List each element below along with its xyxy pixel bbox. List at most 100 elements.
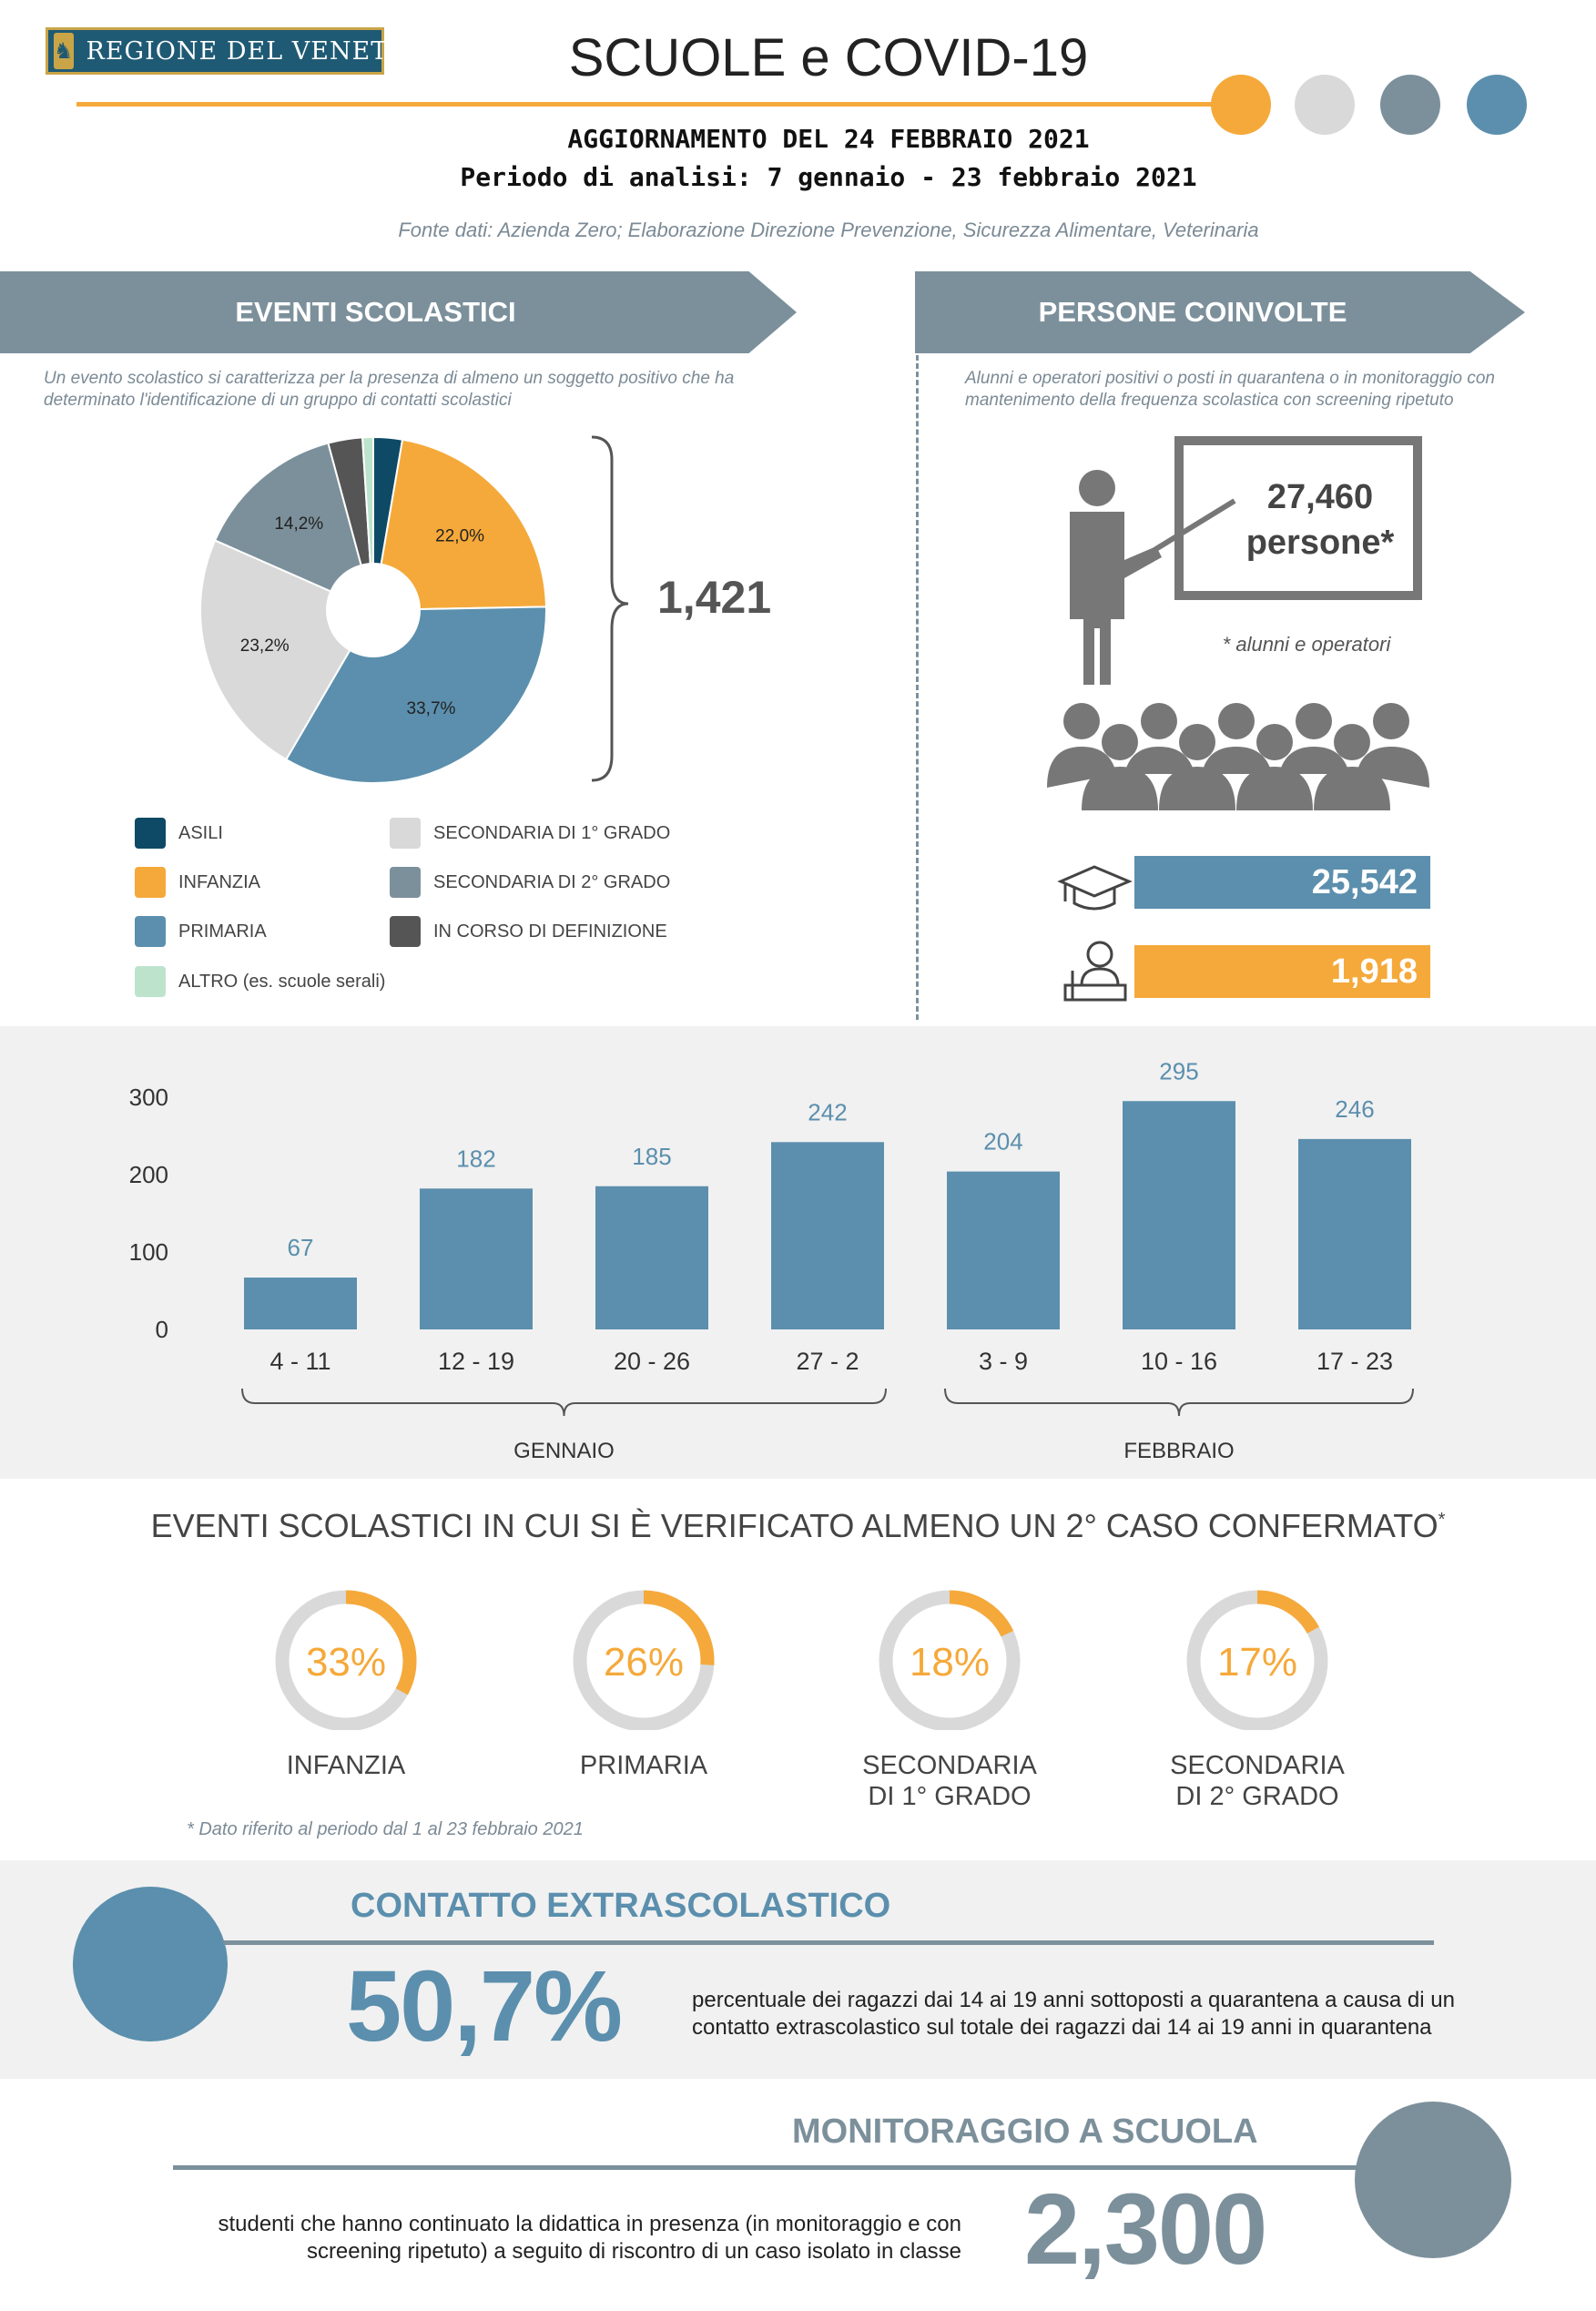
students-count: 25,542 — [1134, 856, 1430, 909]
donut-category-label: SECONDARIA DI 1° GRADO — [813, 1750, 1086, 1812]
decor-dot-blue — [1467, 75, 1527, 135]
analysis-period: Periodo di analisi: 7 gennaio - 23 febbr… — [460, 162, 1197, 192]
monitoring-desc-line: screening ripetuto) a seguito di riscont… — [306, 2239, 961, 2264]
bar-value-label: 246 — [1335, 1095, 1374, 1123]
monitoring-desc-line: studenti che hanno continuato la didatti… — [218, 2212, 961, 2236]
pie-slice-label: 22,0% — [435, 526, 484, 545]
legend-swatch — [135, 867, 166, 898]
second-case-donuts: 33% 26% 18% 17% — [275, 1590, 1328, 1730]
bar-value-label: 182 — [456, 1145, 495, 1172]
donut-percent-label: 18% — [910, 1640, 990, 1685]
events-definition: Un evento scolastico si caratterizza per… — [44, 369, 735, 410]
pie-center-hole — [326, 563, 421, 657]
legend-item: ALTRO (es. scuole serali) — [135, 966, 385, 997]
people-illustration — [1047, 436, 1429, 1002]
bar-value-label: 295 — [1159, 1057, 1198, 1084]
legend-swatch — [135, 818, 166, 849]
people-footnote: * alunni e operatori — [1222, 633, 1391, 656]
second-case-footnote: * Dato riferito al periodo dal 1 al 23 f… — [187, 1819, 584, 1839]
donut-arc — [643, 1590, 715, 1665]
events-banner-label: EVENTI SCOLASTICI — [235, 296, 516, 328]
bar — [1123, 1101, 1235, 1329]
legend-swatch — [135, 916, 166, 947]
month-label: FEBBRAIO — [1123, 1439, 1234, 1463]
monitoring-description: studenti che hanno continuato la didatti… — [146, 2211, 961, 2265]
bar — [947, 1171, 1060, 1329]
bar — [771, 1142, 884, 1329]
y-tick-label: 100 — [129, 1238, 168, 1266]
donut-category-text: SECONDARIA DI 1° GRADO — [862, 1751, 1037, 1811]
legend-swatch — [390, 867, 421, 898]
extra-contact-value: 50,7% — [346, 1950, 623, 2062]
teacher-desk-icon — [1063, 941, 1127, 1002]
legend-item: SECONDARIA DI 1° GRADO — [390, 818, 670, 849]
donut-category-label: INFANZIA — [209, 1750, 483, 1781]
second-case-title-mark: * — [1438, 1510, 1446, 1530]
legend-item: ASILI — [135, 818, 223, 849]
update-date: AGGIORNAMENTO DEL 24 FEBBRAIO 2021 — [567, 124, 1090, 154]
x-tick-label: 20 - 26 — [614, 1348, 690, 1375]
monitoring-title: MONITORAGGIO A SCUOLA — [792, 2112, 1258, 2151]
legend-swatch — [135, 966, 166, 997]
donut-percent-label: 33% — [306, 1640, 386, 1685]
pie-slice-label: 14,2% — [274, 514, 323, 534]
teacher-icon — [1070, 470, 1236, 685]
legend-label: PRIMARIA — [178, 921, 267, 942]
x-tick-label: 3 - 9 — [979, 1348, 1028, 1375]
operators-count: 1,918 — [1134, 945, 1430, 998]
page-title: SCUOLE e COVID-19 — [568, 28, 1089, 87]
section-divider — [916, 355, 919, 1020]
legend-label: INFANZIA — [178, 871, 261, 892]
extra-contact-section — [0, 1860, 1596, 2079]
bar — [420, 1188, 533, 1329]
extra-desc-line: contatto extrascolastico sul totale dei … — [692, 2015, 1432, 2040]
monitoring-value: 2,300 — [1024, 2174, 1267, 2286]
legend-item: SECONDARIA DI 2° GRADO — [390, 867, 670, 898]
legend-item: IN CORSO DI DEFINIZIONE — [390, 916, 667, 947]
extra-desc-line: percentuale dei ragazzi dai 14 ai 19 ann… — [692, 1988, 1455, 2012]
events-pie-chart: 22,0% 33,7% 23,2% 14,2% — [199, 435, 547, 784]
people-banner-label: PERSONE COINVOLTE — [1038, 296, 1347, 328]
legend-label: ALTRO (es. scuole serali) — [178, 971, 386, 992]
legend-label: SECONDARIA DI 2° GRADO — [433, 871, 671, 892]
monitoring-decor-circle — [1355, 2102, 1511, 2258]
extra-contact-title: CONTATTO EXTRASCOLASTICO — [351, 1887, 891, 1925]
events-banner: EVENTI SCOLASTICI — [0, 271, 797, 353]
donut-category-label: PRIMARIA — [507, 1750, 780, 1781]
title-underline — [76, 102, 1233, 107]
legend-swatch — [390, 818, 421, 849]
month-brace — [241, 1388, 887, 1417]
legend-item: PRIMARIA — [135, 916, 267, 947]
events-total: 1,421 — [657, 572, 772, 623]
pie-slice — [371, 438, 547, 612]
x-tick-label: 4 - 11 — [269, 1348, 330, 1375]
donut-arc — [345, 1590, 417, 1695]
donut-arc — [949, 1590, 1014, 1637]
donut-category-label: SECONDARIA DI 2° GRADO — [1121, 1750, 1394, 1812]
weekly-events-bar-chart: 0 100 200 300 67 4 - 11 182 12 - 19 185 20 - 26 24… — [129, 1057, 1414, 1463]
regione-veneto-logo: ♞ REGIONE DEL VENETO — [46, 27, 408, 75]
donut-category-text: INFANZIA — [286, 1751, 406, 1780]
people-total: 27,460 — [1266, 478, 1374, 516]
bar — [1298, 1138, 1411, 1329]
lion-crest-icon: ♞ — [54, 33, 74, 69]
second-case-title-text: EVENTI SCOLASTICI IN CUI SI È VERIFICATO… — [150, 1507, 1438, 1544]
x-tick-label: 10 - 16 — [1141, 1348, 1217, 1375]
decor-dot-orange — [1211, 75, 1271, 135]
y-tick-label: 300 — [129, 1084, 168, 1111]
x-tick-label: 27 - 2 — [796, 1348, 859, 1375]
pie-slice-label: 23,2% — [240, 636, 290, 656]
month-label: GENNAIO — [513, 1439, 615, 1463]
bar-value-label: 185 — [632, 1143, 671, 1170]
bar — [244, 1278, 357, 1329]
extra-contact-description: percentuale dei ragazzi dai 14 ai 19 ann… — [692, 1987, 1511, 2041]
pie-slice-label: 33,7% — [407, 699, 456, 718]
legend-item: INFANZIA — [135, 867, 260, 898]
y-tick-label: 0 — [156, 1316, 168, 1343]
legend-label: IN CORSO DI DEFINIZIONE — [433, 921, 667, 942]
bar-value-label: 67 — [288, 1234, 314, 1261]
extra-decor-circle — [73, 1887, 228, 2041]
whiteboard-icon — [1174, 436, 1422, 600]
legend-label: ASILI — [178, 822, 223, 843]
second-case-title: EVENTI SCOLASTICI IN CUI SI È VERIFICATO… — [91, 1507, 1505, 1545]
